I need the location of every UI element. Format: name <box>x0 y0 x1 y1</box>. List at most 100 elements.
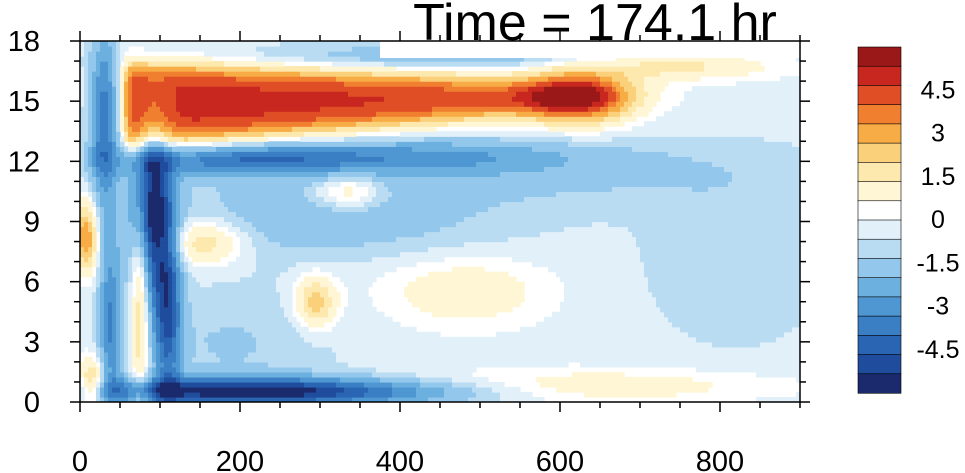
heatmap-cell <box>140 266 145 273</box>
heatmap-cell <box>156 291 161 298</box>
heatmap-cell <box>576 331 581 338</box>
heatmap-cell <box>336 326 341 333</box>
heatmap-cell <box>440 356 445 363</box>
heatmap-cell <box>424 386 429 393</box>
heatmap-cell <box>128 251 133 258</box>
heatmap-cell <box>148 276 153 283</box>
heatmap-cell <box>128 341 133 348</box>
heatmap-cell <box>364 291 369 298</box>
heatmap-cell <box>772 326 777 333</box>
heatmap-cell <box>624 376 629 383</box>
heatmap-cell <box>604 356 609 363</box>
heatmap-cell <box>588 271 593 278</box>
heatmap-cell <box>368 306 373 313</box>
heatmap-cell <box>168 341 173 348</box>
heatmap-cell <box>568 381 573 388</box>
heatmap-cell <box>272 321 277 328</box>
heatmap-cell <box>284 256 289 263</box>
heatmap-cell <box>736 246 741 253</box>
heatmap-cell <box>304 281 309 288</box>
heatmap-cell <box>448 296 453 303</box>
heatmap-cell <box>660 391 665 398</box>
heatmap-cell <box>472 291 477 298</box>
heatmap-cell <box>168 251 173 258</box>
heatmap-cell <box>116 321 121 328</box>
heatmap-cell <box>644 291 649 298</box>
heatmap-cell <box>388 366 393 373</box>
heatmap-cell <box>432 276 437 283</box>
heatmap-cell <box>460 346 465 353</box>
heatmap-cell <box>184 316 189 323</box>
heatmap-cell <box>460 371 465 378</box>
heatmap-cell <box>104 306 109 313</box>
heatmap-cell <box>392 341 397 348</box>
heatmap-cell <box>352 341 357 348</box>
heatmap-cell <box>252 271 257 278</box>
heatmap-cell <box>776 291 781 298</box>
heatmap-cell <box>120 376 125 383</box>
heatmap-cell <box>652 331 657 338</box>
heatmap-cell <box>92 246 97 253</box>
heatmap-cell <box>508 296 513 303</box>
heatmap-cell <box>408 251 413 258</box>
heatmap-cell <box>248 361 253 368</box>
heatmap-cell <box>324 351 329 358</box>
heatmap-cell <box>116 331 121 338</box>
heatmap-cell <box>248 321 253 328</box>
heatmap-cell <box>120 311 125 318</box>
heatmap-cell <box>764 311 769 318</box>
heatmap-cell <box>752 261 757 268</box>
heatmap-cell <box>192 321 197 328</box>
heatmap-cell <box>752 296 757 303</box>
heatmap-cell <box>660 316 665 323</box>
heatmap-cell <box>288 361 293 368</box>
heatmap-cell <box>368 391 373 398</box>
heatmap-cell <box>428 396 433 402</box>
heatmap-cell <box>624 256 629 263</box>
heatmap-cell <box>688 331 693 338</box>
heatmap-cell <box>680 301 685 308</box>
heatmap-cell <box>660 241 665 248</box>
heatmap-cell <box>676 251 681 258</box>
heatmap-cell <box>584 341 589 348</box>
heatmap-cell <box>468 366 473 373</box>
heatmap-cell <box>176 361 181 368</box>
heatmap-cell <box>728 356 733 363</box>
heatmap-cell <box>380 376 385 383</box>
heatmap-cell <box>184 336 189 343</box>
heatmap-cell <box>100 391 105 398</box>
heatmap-cell <box>624 321 629 328</box>
heatmap-cell <box>276 321 281 328</box>
heatmap-cell <box>112 316 117 323</box>
heatmap-cell <box>332 241 337 248</box>
heatmap-cell <box>224 371 229 378</box>
heatmap-cell <box>744 266 749 273</box>
heatmap-cell <box>208 271 213 278</box>
heatmap-cell <box>196 296 201 303</box>
heatmap-cell <box>680 336 685 343</box>
heatmap-cell <box>772 306 777 313</box>
heatmap-cell <box>388 261 393 268</box>
heatmap-cell <box>272 241 277 248</box>
heatmap-cell <box>272 301 277 308</box>
heatmap-cell <box>644 341 649 348</box>
heatmap-cell <box>136 351 141 358</box>
heatmap-cell <box>632 246 637 253</box>
heatmap-cell <box>112 366 117 373</box>
heatmap-cell <box>672 306 677 313</box>
heatmap-cell <box>396 326 401 333</box>
heatmap-cell <box>628 316 633 323</box>
heatmap-cell <box>640 291 645 298</box>
heatmap-cell <box>640 316 645 323</box>
heatmap-cell <box>144 301 149 308</box>
heatmap-cell <box>316 291 321 298</box>
heatmap-cell <box>188 336 193 343</box>
heatmap-cell <box>308 356 313 363</box>
heatmap-cell <box>704 311 709 318</box>
heatmap-cell <box>136 321 141 328</box>
heatmap-cell <box>160 396 165 402</box>
heatmap-cell <box>748 281 753 288</box>
heatmap-cell <box>608 376 613 383</box>
heatmap-cell <box>700 241 705 248</box>
heatmap-cell <box>224 301 229 308</box>
